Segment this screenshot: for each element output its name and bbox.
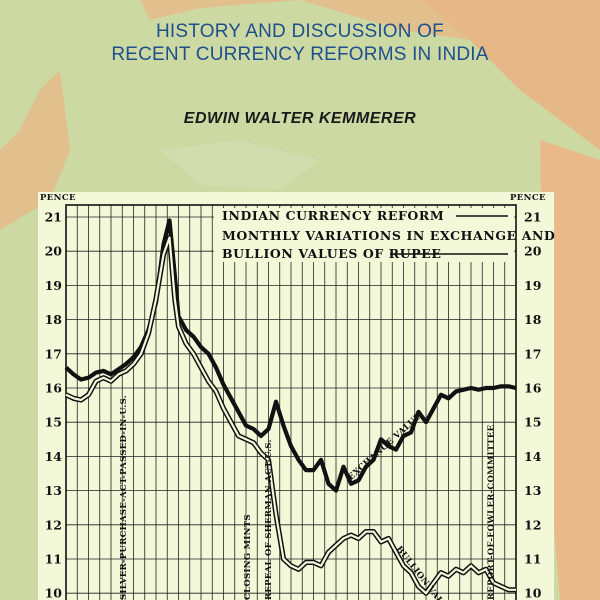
chart-title-line-3: BULLION VALUES OF RUPEE (222, 246, 442, 261)
y-tick-label-right: 21 (524, 210, 541, 225)
y-tick-label-right: 11 (524, 552, 541, 567)
y-ticks-left: 21 20 19 18 17 16 15 14 13 12 11 10 (45, 210, 63, 600)
y-tick-label-left: 18 (45, 312, 63, 327)
y-tick-label-left: 20 (45, 244, 63, 259)
book-title-line-2: RECENT CURRENCY REFORMS IN INDIA (111, 44, 489, 65)
y-tick-label-right: 16 (524, 381, 542, 396)
y-tick-label-left: 21 (45, 210, 62, 225)
y-tick-label-left: 12 (45, 517, 62, 532)
y-unit-right: PENCE (510, 193, 546, 203)
y-unit-left: PENCE (40, 193, 76, 203)
y-tick-label-left: 13 (45, 483, 62, 498)
chart-grid (65, 205, 517, 600)
y-tick-label-left: 16 (45, 381, 63, 396)
y-tick-label-right: 10 (524, 586, 542, 600)
author-name: EDWIN WALTER KEMMERER (183, 110, 417, 127)
y-tick-label-left: 17 (45, 346, 62, 361)
y-tick-label-right: 17 (524, 346, 541, 361)
chart-title-line-2: MONTHLY VARIATIONS IN EXCHANGE AND (222, 228, 555, 243)
chart-title-box (214, 208, 514, 262)
y-tick-label-right: 18 (524, 312, 542, 327)
series-layer (64, 218, 517, 596)
y-tick-label-right: 14 (524, 449, 542, 464)
y-tick-label-right: 15 (524, 415, 541, 430)
chart-frame (65, 204, 517, 600)
event-annotation: REPEAL OF SHERMAN ACT-U.S. (264, 439, 274, 600)
y-tick-label-left: 15 (45, 415, 62, 430)
y-tick-label-right: 19 (524, 278, 541, 293)
y-tick-label-right: 13 (524, 483, 541, 498)
event-annotation: SILVER-PURCHASE-ACT-PASSED-IN-U.S. (119, 395, 129, 600)
y-tick-label-right: 20 (524, 244, 542, 259)
event-layer: SILVER-PURCHASE-ACT-PASSED-IN-U.S. CLOSIN… (119, 395, 497, 600)
bullion-value-line-inner (65, 236, 516, 595)
y-tick-label-left: 10 (45, 586, 63, 600)
y-tick-label-left: 11 (45, 552, 62, 567)
event-annotation: REPORT-OF-FOWLER-COMMITTEE (487, 424, 497, 600)
y-tick-label-left: 14 (45, 449, 63, 464)
event-annotation: CLOSING MINTS (243, 514, 253, 600)
y-ticks-right: 21 20 19 18 17 16 15 14 13 12 11 10 (524, 210, 542, 600)
chart-title-line-1: INDIAN CURRENCY REFORM (222, 208, 444, 223)
y-tick-label-left: 19 (45, 278, 62, 293)
y-tick-label-right: 12 (524, 517, 541, 532)
book-title-line-1: HISTORY AND DISCUSSION OF (156, 21, 444, 42)
